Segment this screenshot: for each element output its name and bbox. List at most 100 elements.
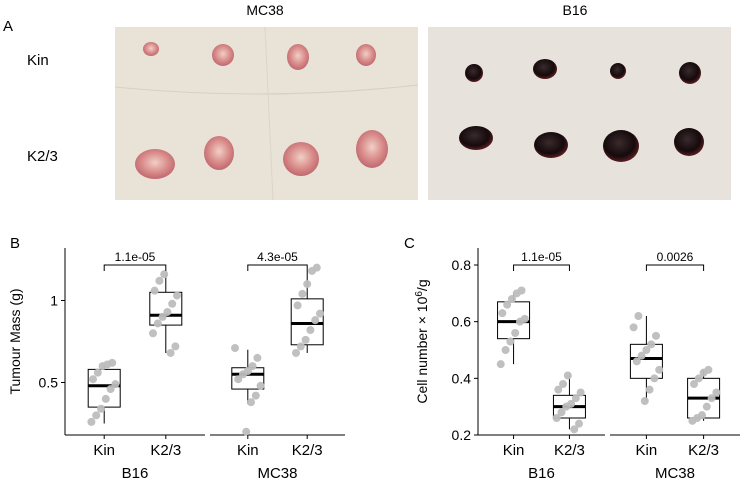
data-point — [637, 351, 646, 360]
data-point — [253, 353, 262, 362]
x-tick-label: Kin — [503, 442, 525, 459]
tumour-b16-k23-4 — [674, 128, 704, 156]
data-point — [498, 309, 507, 318]
group-label: MC38 — [655, 465, 695, 482]
data-point — [570, 425, 579, 434]
data-point — [292, 348, 300, 357]
tumour-mc38-k23-1 — [135, 149, 175, 179]
y-tick-label: 0.5 — [39, 375, 59, 391]
data-point — [149, 329, 157, 338]
data-point — [247, 398, 255, 407]
data-point — [712, 388, 721, 397]
data-point — [171, 342, 180, 351]
data-point — [707, 394, 716, 403]
p-value-label: 1.1e-05 — [521, 250, 562, 264]
data-point — [507, 295, 516, 303]
box-iqr — [149, 291, 183, 326]
p-value-label: 4.3e-05 — [257, 250, 298, 264]
y-tick-label: 0.2 — [452, 427, 472, 443]
y-tick-label: 0.4 — [452, 370, 472, 386]
group-label: B16 — [528, 465, 555, 482]
x-tick-label: K2/3 — [150, 442, 181, 459]
data-point — [698, 411, 706, 420]
y-axis-label: Tumour Mass (g) — [7, 288, 23, 394]
data-point — [298, 289, 307, 298]
data-point — [166, 348, 175, 357]
tumour-mc38-kin-1 — [143, 42, 159, 56]
y-tick-label: 1 — [50, 292, 58, 308]
p-value-label: 0.0026 — [657, 250, 694, 264]
data-point — [575, 419, 584, 428]
data-point — [704, 365, 713, 374]
panel-a-label: A — [3, 18, 14, 35]
data-point — [501, 346, 510, 354]
data-point — [243, 367, 252, 376]
data-point — [576, 388, 585, 397]
significance-bracket — [103, 264, 167, 271]
significance-bracket — [513, 264, 570, 271]
group-label: MC38 — [257, 465, 297, 482]
data-point — [690, 380, 698, 388]
tumour-mc38-kin-2 — [212, 44, 234, 66]
paper-background — [428, 27, 731, 200]
significance-bracket — [247, 264, 308, 271]
data-point — [650, 374, 659, 383]
data-point — [316, 309, 324, 318]
panel-a-title-b16: B16 — [562, 2, 588, 18]
tumour-b16-k23-1 — [459, 126, 493, 150]
data-point — [158, 312, 167, 321]
data-point — [296, 342, 305, 351]
data-point — [303, 280, 312, 289]
data-point — [694, 374, 703, 383]
data-point — [251, 391, 260, 400]
data-point — [256, 381, 265, 390]
data-point — [248, 362, 257, 371]
data-point — [93, 368, 102, 377]
data-point — [652, 331, 660, 340]
data-point — [503, 300, 512, 309]
data-point — [563, 371, 572, 380]
data-point — [496, 360, 505, 369]
data-point — [92, 411, 101, 420]
data-point — [506, 337, 515, 346]
data-point — [647, 340, 656, 349]
data-point — [552, 414, 561, 422]
tumour-photo-mc38 — [115, 27, 418, 200]
data-point — [111, 380, 120, 389]
row-label-k23: K2/3 — [27, 148, 58, 165]
data-point — [559, 380, 568, 388]
data-point — [155, 276, 164, 285]
data-point — [234, 375, 243, 384]
p-value-label: 1.1e-05 — [115, 250, 156, 264]
data-point — [632, 357, 641, 366]
x-tick-label: K2/3 — [554, 442, 585, 459]
tumour-mc38-kin-4 — [356, 44, 376, 66]
tumour-photo-b16 — [428, 27, 731, 200]
data-point — [312, 263, 321, 272]
tumour-b16-kin-2 — [533, 59, 557, 79]
data-point — [89, 375, 97, 384]
box-iqr — [290, 298, 324, 346]
tumour-b16-kin-3 — [610, 63, 626, 79]
tumour-mc38-k23-3 — [283, 142, 319, 176]
data-point — [645, 385, 654, 394]
data-point — [97, 404, 105, 413]
tumour-b16-kin-1 — [465, 64, 483, 82]
data-point — [642, 346, 651, 354]
x-tick-label: K2/3 — [292, 442, 323, 459]
data-point — [554, 385, 563, 394]
row-label-kin: Kin — [27, 52, 49, 69]
data-point — [629, 323, 638, 332]
x-tick-label: Kin — [636, 442, 658, 459]
data-point — [702, 402, 711, 411]
panel-b-label: B — [10, 235, 20, 252]
data-point — [520, 314, 529, 323]
data-point — [153, 319, 162, 328]
data-point — [160, 270, 169, 279]
data-point — [634, 312, 643, 320]
panel-c-label: C — [404, 235, 415, 252]
tumour-b16-k23-3 — [603, 130, 639, 162]
data-point — [306, 326, 315, 335]
tumour-b16-kin-4 — [679, 62, 701, 84]
